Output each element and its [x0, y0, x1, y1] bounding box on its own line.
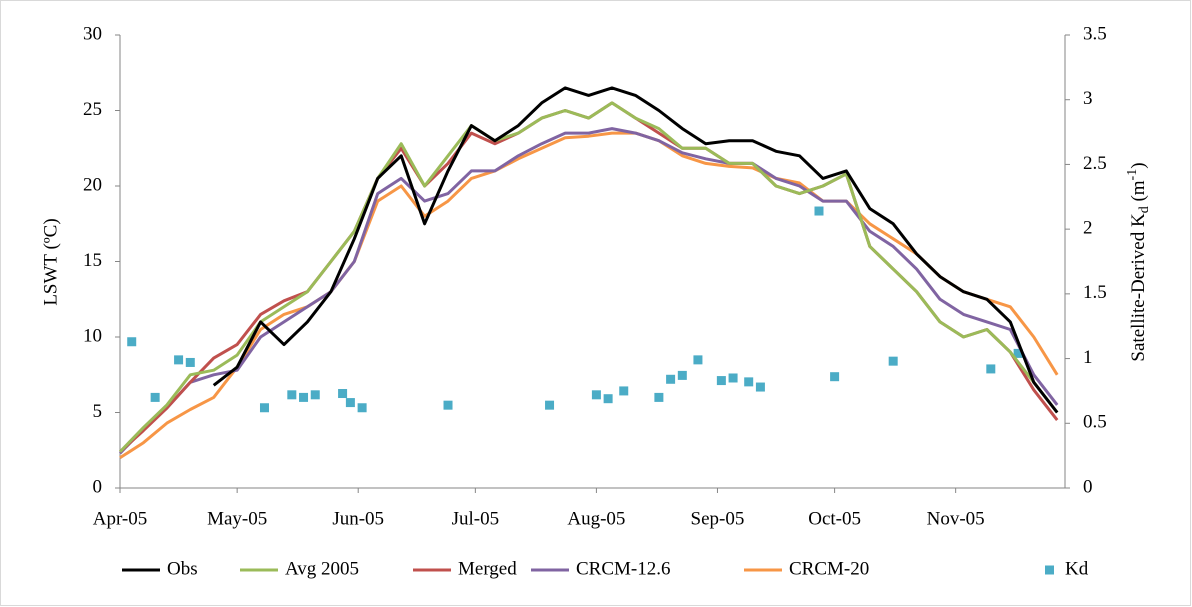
legend-label: Merged	[458, 558, 517, 579]
kd-point	[744, 377, 754, 387]
y2-tick-label: 3	[1083, 88, 1093, 109]
kd-point	[666, 374, 676, 384]
y2-tick-label: 3.5	[1083, 23, 1107, 44]
x-tick-label: May-05	[207, 508, 267, 529]
series-line	[118, 101, 1059, 453]
series-line	[118, 127, 1059, 455]
legend-label: Avg 2005	[285, 558, 359, 579]
x-tick-label: Sep-05	[691, 508, 745, 529]
kd-point	[338, 389, 348, 399]
kd-point	[287, 390, 297, 400]
kd-point	[728, 373, 738, 383]
y-tick-label: 15	[83, 250, 102, 271]
y2-tick-label: 0.5	[1083, 412, 1107, 433]
kd-point	[888, 356, 898, 366]
legend-label: CRCM-12.6	[576, 558, 671, 579]
legend-swatch	[1045, 565, 1054, 575]
y2-tick-label: 1	[1083, 347, 1093, 368]
y2-tick-label: 2	[1083, 218, 1093, 239]
series-line	[212, 86, 1059, 414]
kd-point	[259, 403, 269, 413]
y2-tick-label: 0	[1083, 476, 1093, 497]
kd-point	[677, 370, 687, 380]
legend-label: Kd	[1065, 558, 1089, 579]
kd-point	[174, 355, 184, 365]
y2-label-superscript: -1	[1125, 169, 1140, 181]
kd-point	[619, 386, 629, 396]
x-tick-label: Apr-05	[93, 508, 148, 529]
kd-point	[755, 382, 765, 392]
y-tick-label: 10	[83, 325, 102, 346]
kd-point	[185, 357, 195, 367]
kd-point	[1013, 348, 1023, 358]
kd-point	[545, 400, 555, 410]
kd-point	[693, 355, 703, 365]
y-tick-label: 0	[93, 476, 103, 497]
x-tick-label: Aug-05	[567, 508, 625, 529]
y-tick-label: 20	[83, 174, 102, 195]
kd-point	[986, 364, 996, 374]
legend-label: CRCM-20	[789, 558, 869, 579]
kd-point	[591, 390, 601, 400]
kd-point	[150, 392, 160, 402]
kd-point	[443, 400, 453, 410]
kd-point	[310, 390, 320, 400]
kd-point	[654, 392, 664, 402]
kd-point	[345, 398, 355, 408]
x-tick-label: Jul-05	[452, 508, 500, 529]
kd-point	[716, 376, 726, 386]
kd-point	[814, 206, 824, 216]
kd-point	[127, 337, 137, 347]
y2-label-part: (m	[1128, 180, 1149, 206]
y2-axis-label: Satellite-Derived Kd (m-1)	[1125, 162, 1152, 361]
legend-label: Obs	[167, 558, 198, 579]
kd-point	[357, 403, 367, 413]
kd-point	[830, 372, 840, 382]
kd-point	[603, 394, 613, 404]
y-tick-label: 5	[93, 401, 103, 422]
x-tick-label: Oct-05	[808, 508, 861, 529]
y2-tick-label: 2.5	[1083, 153, 1107, 174]
x-tick-label: Nov-05	[927, 508, 985, 529]
y-tick-label: 30	[83, 23, 102, 44]
kd-point	[299, 392, 309, 402]
y-tick-label: 25	[83, 99, 102, 120]
series-line	[119, 131, 1059, 460]
y2-label-part: Satellite-Derived K	[1128, 213, 1149, 362]
y2-label-subscript: d	[1137, 206, 1152, 213]
y2-tick-label: 1.5	[1083, 282, 1107, 303]
y2-label-part: )	[1128, 162, 1149, 168]
x-tick-label: Jun-05	[332, 508, 384, 529]
y-axis-label: LSWT (ºC)	[40, 218, 61, 305]
